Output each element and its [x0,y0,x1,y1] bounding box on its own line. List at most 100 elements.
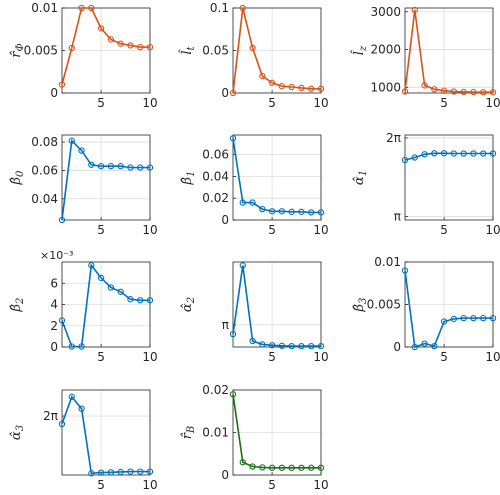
data-point [317,464,325,471]
data-point [78,343,85,350]
data-point [117,163,124,170]
y-tick-label: 0.02 [202,191,229,205]
x-tick-label: 10 [485,96,500,110]
data-point [288,208,295,215]
y-tick-label: 0.05 [202,44,229,58]
subplot-2: 5 10 0 0.05 0.1 l̂t [178,1,328,110]
data-point [137,43,144,51]
y-axis-label: β̂2 [9,298,26,313]
x-tick-label: 5 [440,223,448,237]
y-tick-label: 0 [50,340,58,354]
series-line [61,138,150,221]
series-line [404,270,493,349]
data-point [308,464,315,471]
axes-frame [61,134,151,221]
series-line [232,265,321,347]
data-point [78,147,85,154]
data-point [117,468,124,476]
y-tick-label: 0.005 [367,298,401,312]
y-axis-label: α̂3 [9,425,26,440]
y-tick-label: 0 [221,468,229,482]
x-tick-label: 5 [268,96,276,110]
data-point [249,463,256,470]
data-point [259,205,266,213]
data-point [107,469,115,476]
data-point [107,163,115,170]
data-point [317,209,325,216]
data-point [440,87,448,94]
data-point [97,274,105,282]
data-point [401,156,409,164]
series-line [61,7,150,85]
y-tick-label: 0.04 [202,169,229,183]
x-tick-label: 5 [97,350,105,364]
data-point [431,86,438,93]
data-point [308,209,315,216]
subplot-9: 5 10 0 0.005 0.01 β̂3 [352,255,500,364]
series-line [232,138,321,214]
data-point [68,393,75,400]
data-point [411,343,418,351]
data-point [470,88,477,96]
data-point [440,318,448,325]
subplot-1: 5 10 0 0.005 0.01 r̂Φ [9,1,158,110]
x-tick-label: 10 [313,478,328,492]
y-tick-label: 0.08 [31,135,58,149]
y-axis-label: l̂z [350,45,369,55]
data-point [88,262,95,269]
y-tick-label: 2000 [370,43,401,57]
data-point [268,464,276,471]
y-tick-label: 0 [221,213,229,227]
x-tick-label: 5 [97,223,105,237]
y-exponent-label: ×10⁻³ [40,249,73,262]
x-tick-label: 5 [268,478,276,492]
data-point [288,83,295,91]
data-point [88,161,95,168]
data-point [401,88,409,95]
data-point [127,296,134,303]
y-tick-label: 6 [50,276,58,290]
y-tick-label: 4 [50,298,58,312]
x-tick-label: 10 [142,223,157,237]
y-tick-label: 0.005 [24,44,58,58]
y-tick-label: 2π [386,131,401,145]
subplot-8: 5 10 π α̂2 [180,261,329,364]
y-axis-label: l̂t [178,45,197,54]
data-point [78,405,85,412]
data-point [460,150,467,157]
data-point [401,267,409,274]
data-point [239,459,246,466]
data-point [317,85,325,92]
data-point [229,330,237,338]
y-axis-label: α̂1 [352,170,369,185]
data-point [229,89,237,97]
data-point [88,4,95,12]
data-point [278,464,286,471]
data-point [489,314,497,322]
axes-frame [61,389,151,476]
data-point [450,88,458,95]
data-point [278,208,286,215]
x-tick-label: 10 [142,96,157,110]
x-tick-label: 5 [440,96,448,110]
data-point [127,42,134,49]
subplot-3: 5 10 1000 2000 3000 l̂z [350,5,500,110]
data-point [317,342,325,350]
y-tick-label: 0.01 [202,426,229,440]
data-point [421,340,428,347]
data-point [117,40,124,47]
x-tick-label: 10 [485,223,500,237]
x-tick-label: 10 [142,350,157,364]
axes-frame [232,261,322,348]
data-point [229,391,237,398]
series-line [232,394,321,469]
data-point [239,4,246,12]
data-point [249,337,256,345]
data-point [137,164,144,171]
data-point [78,4,85,12]
x-tick-label: 10 [142,478,157,492]
y-tick-label: 0.1 [210,1,229,15]
data-point [249,44,256,52]
data-point [127,468,134,475]
